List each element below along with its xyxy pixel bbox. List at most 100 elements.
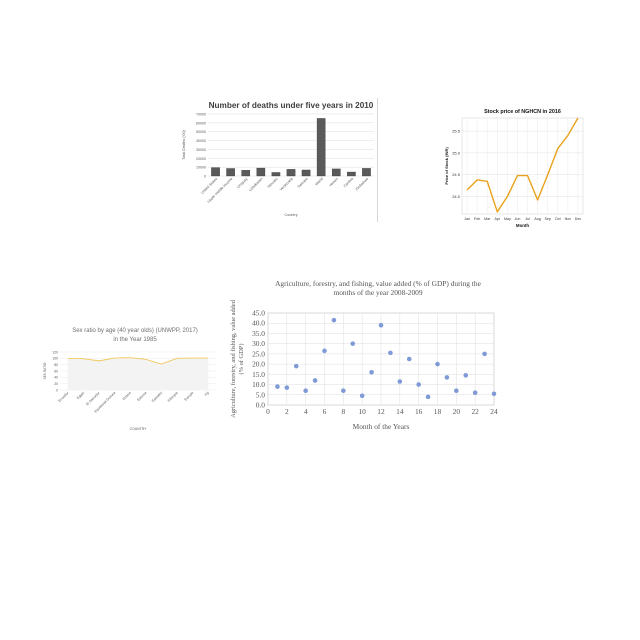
data-point: [435, 361, 440, 367]
data-point: [388, 350, 393, 356]
x-tick-label: Venezuela: [279, 177, 294, 192]
y-tick-label: 0: [204, 175, 206, 179]
x-tick-label: 8: [341, 407, 345, 416]
x-tick-label: May: [504, 217, 511, 221]
data-point: [378, 322, 384, 328]
plot-area: [461, 117, 584, 215]
x-tick-label: World: [314, 177, 323, 186]
series-line: [67, 357, 209, 365]
data-point: [472, 390, 478, 396]
y-tick-label: 5.0: [256, 390, 266, 399]
chart-title: Number of deaths under five years in 201…: [209, 101, 374, 110]
y-axis-label-line-2: (% of GDP): [238, 344, 245, 375]
data-point: [491, 391, 497, 397]
bar: [211, 167, 220, 177]
bar: [286, 169, 296, 177]
x-tick-label: Ethiopia: [167, 391, 179, 403]
y-tick-label: 20.0: [252, 360, 265, 369]
x-tick-label: Dec: [575, 217, 582, 221]
chart-title: Agriculture, forestry, and fishing, valu…: [275, 279, 482, 288]
y-tick-label: 35.0: [252, 329, 265, 338]
y-tick-label: 50000: [196, 130, 206, 134]
y-tick-label: 25.5: [452, 129, 461, 134]
y-tick-label: 60000: [196, 121, 206, 125]
bar: [241, 170, 251, 177]
x-tick-label: 10: [358, 407, 366, 416]
data-point: [303, 388, 308, 393]
data-point: [341, 388, 346, 393]
chart-title: Sex ratio by age (40 year olds) (UNWPP, …: [72, 328, 198, 334]
x-tick-label: Eswatini: [151, 391, 163, 403]
x-axis-label: Month: [516, 223, 529, 228]
y-tick-label: 30.0: [252, 339, 265, 348]
x-tick-label: Aug: [534, 217, 540, 221]
bar: [226, 168, 235, 177]
x-tick-label: Ecuador: [57, 390, 70, 403]
x-tick-label: Feb: [474, 217, 480, 221]
x-tick-label: Apr: [494, 217, 500, 221]
y-tick-label: 40000: [196, 139, 206, 143]
x-tick-label: Fiji: [204, 391, 210, 397]
y-tick-label: 30000: [196, 148, 206, 152]
y-tick-label: 70000: [196, 113, 206, 117]
x-tick-label: Jul: [525, 217, 530, 221]
x-axis-label: COUNTRY: [130, 427, 147, 431]
data-point: [425, 394, 431, 400]
data-point: [312, 378, 318, 383]
x-tick-label: 12: [377, 407, 385, 416]
panel-divider: [377, 98, 378, 222]
y-tick-label: 25.0: [252, 349, 265, 358]
x-tick-label: 14: [396, 407, 404, 416]
data-point: [454, 388, 459, 393]
x-tick-label: Vanuatu: [267, 177, 279, 189]
data-point: [275, 384, 280, 389]
data-point: [359, 393, 365, 399]
y-tick-label: 24.5: [452, 172, 461, 177]
y-tick-label: 40.0: [252, 319, 265, 328]
chart-title-line-2: months of the year 2008-2009: [333, 288, 422, 297]
series-line: [466, 117, 579, 213]
x-tick-label: Zimbabwe: [355, 177, 370, 192]
chart-title-line-2: in the Year 1985: [113, 337, 157, 343]
area-fill: [67, 357, 209, 390]
data-point: [406, 356, 412, 362]
data-point: [322, 348, 327, 354]
x-tick-label: 6: [323, 407, 327, 416]
x-tick-label: Vietnam: [297, 177, 309, 189]
x-tick-label: 0: [266, 407, 270, 416]
x-tick-label: 16: [415, 407, 423, 416]
deaths-chart: Number of deaths under five years in 201…: [174, 96, 384, 226]
x-tick-label: Europe: [183, 391, 194, 402]
x-tick-label: Egypt: [76, 391, 85, 400]
data-point: [369, 369, 374, 375]
stock-chart: Stock price of NGHCN in 2016 24.0 24.5 25.0…: [440, 104, 590, 230]
data-point: [416, 382, 421, 387]
bar: [256, 167, 266, 177]
y-tick-label: 0: [56, 388, 58, 392]
x-tick-label: Oct: [555, 217, 561, 221]
data-point: [331, 317, 337, 323]
y-tick-label: 20: [54, 382, 58, 386]
x-tick-label: 22: [471, 407, 479, 416]
data-point: [444, 375, 450, 380]
data-point: [482, 351, 487, 357]
x-tick-label: Zambia: [343, 177, 354, 188]
data-point: [284, 385, 290, 390]
x-tick-label: Jun: [515, 217, 521, 221]
agriculture-chart: Agriculture, forestry, and fishing, valu…: [228, 276, 504, 436]
data-point: [397, 379, 403, 384]
x-tick-label: Nov: [565, 217, 572, 221]
chart-title: Stock price of NGHCN in 2016: [484, 109, 561, 115]
y-tick-label: 0.0: [256, 401, 266, 410]
data-point: [463, 373, 469, 378]
y-axis-label: SEX RATIO: [43, 362, 47, 379]
x-tick-label: 20: [453, 407, 461, 416]
bar: [271, 172, 281, 177]
x-tick-label: Uzbekistan: [248, 177, 263, 192]
y-tick-label: 15.0: [252, 370, 265, 379]
y-tick-label: 25.0: [452, 150, 461, 155]
x-tick-label: 2: [285, 407, 289, 416]
y-tick-label: 45.0: [252, 309, 265, 318]
bar: [362, 168, 371, 177]
x-tick-label: 18: [434, 407, 442, 416]
